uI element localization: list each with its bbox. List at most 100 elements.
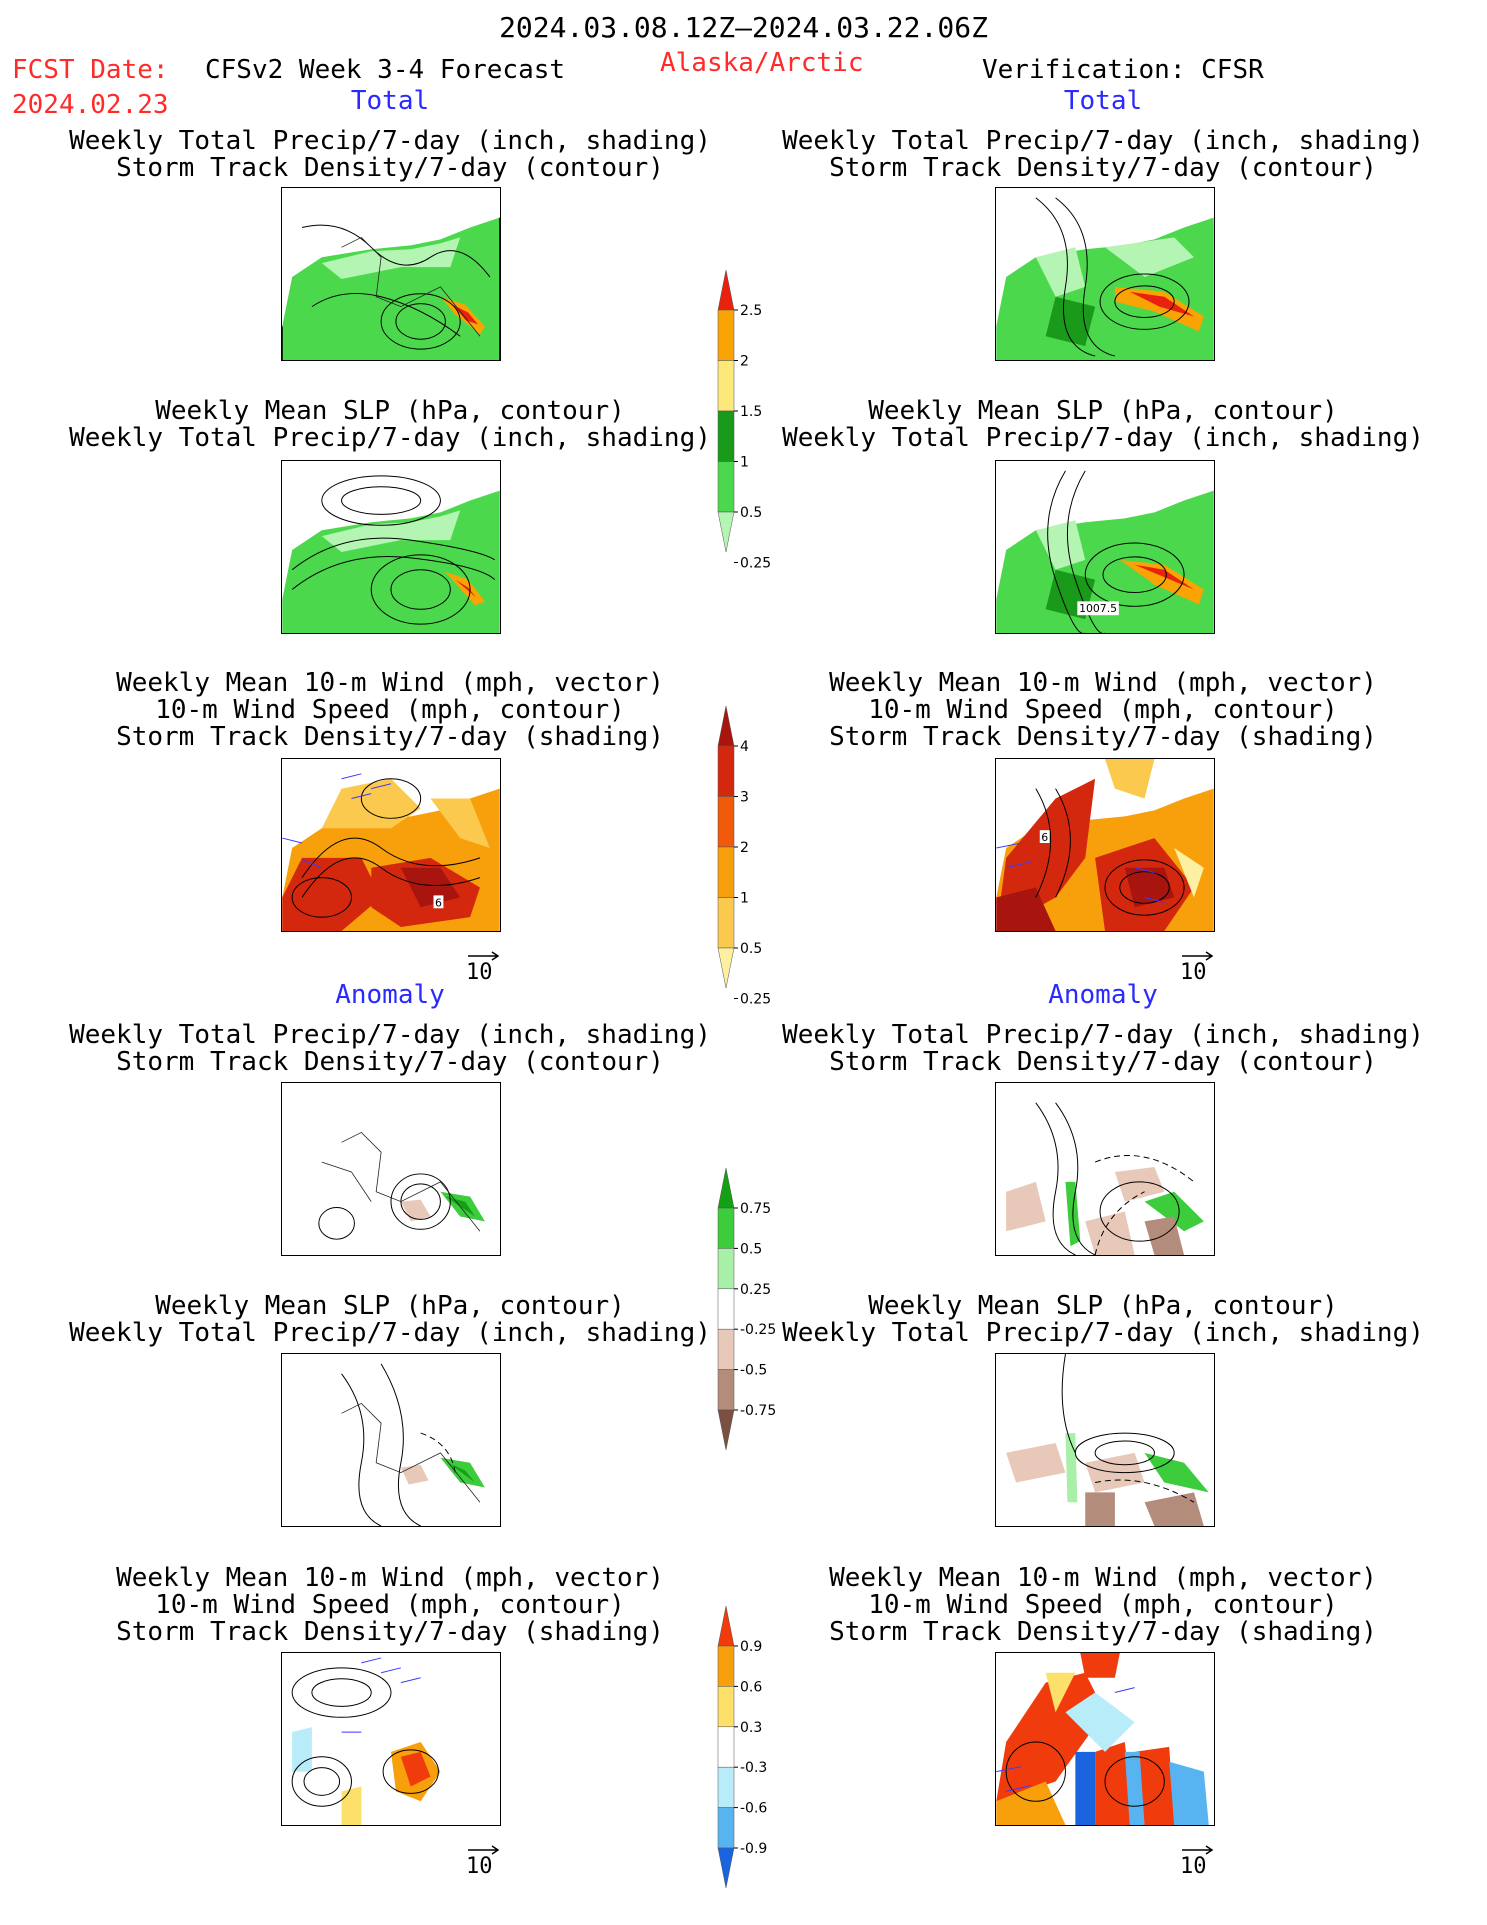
colorbar-segment: [717, 360, 735, 412]
colorbar-precip-total: 2.5 2 1.5 1 0.5 0.25: [717, 269, 838, 572]
map-ver-total-wind: 6: [995, 758, 1215, 932]
panel-title-fcst-total-precip: Weekly Total Precip/7-day (inch, shading…: [69, 126, 711, 183]
map-graphic: 6: [282, 773, 500, 931]
colorbar-tick-label: 3: [740, 790, 749, 806]
colorbar-tick-label: 1: [740, 891, 749, 907]
colorbar-tick-label: 0.9: [740, 1639, 762, 1655]
colorbar-segment: [717, 1645, 735, 1687]
colorbar-segment: [717, 511, 735, 553]
panel-title-fcst-anom-precip: Weekly Total Precip/7-day (inch, shading…: [69, 1020, 711, 1077]
map-graphic: [341, 1363, 485, 1526]
fcst-date-value: 2024.02.23: [12, 90, 169, 120]
colorbar-segment: [717, 1726, 735, 1768]
map-ver-total-precip: [995, 187, 1215, 361]
colorbar-tick-label: 0.5: [740, 941, 762, 957]
colorbar-tick-label: 0.25: [740, 1282, 771, 1298]
map-graphic: [996, 1653, 1209, 1825]
vector-ref-ver-total: 10: [1180, 951, 1214, 985]
colorbar-tick-label: -0.25: [740, 1322, 776, 1338]
colorbar-segment: [717, 269, 735, 311]
map-graphic: [291, 1657, 441, 1825]
colorbar-segment: [717, 1288, 735, 1330]
panel-title-ver-anom-precip: Weekly Total Precip/7-day (inch, shading…: [782, 1020, 1424, 1077]
arrow-right-icon: [468, 1845, 500, 1855]
panel-title-ver-anom-slp: Weekly Mean SLP (hPa, contour) Weekly To…: [782, 1291, 1424, 1348]
map-graphic: [318, 1131, 485, 1240]
map-ver-total-slp: 1007.5: [995, 460, 1215, 634]
colorbar-graphic: 0.9 0.6 0.3 -0.3 -0.6 -0.9: [717, 1605, 767, 1889]
vector-ref-label: 10: [1180, 960, 1207, 985]
panel-title-ver-total-slp: Weekly Mean SLP (hPa, contour) Weekly To…: [782, 396, 1424, 453]
fcst-date-label: FCST Date:: [12, 55, 169, 85]
colorbar-segment: [717, 309, 735, 361]
wind-contour-label: 6: [1041, 831, 1048, 844]
section-total-right: Total: [1063, 86, 1143, 116]
colorbar-tick-label: -0.3: [740, 1760, 767, 1776]
colorbar-storm-total: 4 3 2 1 0.5 0.25: [717, 705, 838, 1008]
section-anomaly-left: Anomaly: [335, 980, 445, 1010]
colorbar-tick-label: -0.6: [740, 1801, 767, 1817]
colorbar-graphic: 2.5 2 1.5 1 0.5 0.25: [717, 269, 771, 572]
vector-ref-label: 10: [466, 1854, 493, 1879]
colorbar-tick-label: 2: [740, 354, 749, 370]
colorbar-graphic: 4 3 2 1 0.5 0.25: [717, 705, 771, 1008]
map-graphic: 6: [996, 759, 1214, 931]
map-ver-anom-precip: [995, 1082, 1215, 1256]
arrow-right-icon: [1182, 951, 1214, 961]
colorbar-tick-label: 4: [740, 739, 749, 755]
map-ver-anom-slp: [995, 1353, 1215, 1527]
colorbar-segment: [717, 1766, 735, 1808]
vector-ref-fcst-anom: 10: [466, 1845, 500, 1879]
colorbar-segment: [717, 745, 735, 797]
colorbar-segment: [717, 1847, 735, 1889]
map-graphic: [1006, 1354, 1209, 1526]
map-fcst-total-precip: [281, 187, 501, 361]
panel-title-ver-anom-wind: Weekly Mean 10-m Wind (mph, vector) 10-m…: [829, 1563, 1377, 1647]
vector-ref-fcst-total: 10: [466, 951, 500, 985]
section-anomaly-right: Anomaly: [1048, 980, 1158, 1010]
panel-title-fcst-anom-slp: Weekly Mean SLP (hPa, contour) Weekly To…: [69, 1291, 711, 1348]
colorbar-segment: [717, 461, 735, 513]
colorbar-graphic: 0.75 0.5 0.25 -0.25 -0.5 -0.75: [717, 1167, 776, 1451]
map-graphic: 1007.5: [996, 470, 1214, 633]
colorbar-tick-label: 0.25: [740, 992, 771, 1008]
colorbar-segment: [717, 1409, 735, 1451]
wind-contour-label: 6: [435, 896, 442, 909]
vector-ref-label: 10: [466, 960, 493, 985]
colorbar-segment: [717, 1807, 735, 1849]
panel-title-fcst-anom-wind: Weekly Mean 10-m Wind (mph, vector) 10-m…: [116, 1563, 664, 1647]
map-graphic: [996, 197, 1214, 360]
colorbar-tick-label: 2.5: [740, 303, 762, 319]
map-fcst-anom-wind: [281, 1652, 501, 1826]
colorbar-segment: [717, 897, 735, 949]
colorbar-segment: [717, 796, 735, 848]
slp-contour-label: 1007.5: [1079, 602, 1117, 615]
colorbar-segment: [717, 705, 735, 747]
map-ver-anom-wind: [995, 1652, 1215, 1826]
map-graphic: [1006, 1102, 1204, 1255]
panel-title-fcst-total-slp: Weekly Mean SLP (hPa, contour) Weekly To…: [69, 396, 711, 453]
colorbar-tick-label: 0.5: [740, 1241, 762, 1257]
colorbar-tick-label: 2: [740, 840, 749, 856]
colorbar-tick-label: -0.5: [740, 1363, 767, 1379]
colorbar-tick-label: 0.6: [740, 1679, 762, 1695]
arrow-right-icon: [468, 951, 500, 961]
colorbar-tick-label: 0.75: [740, 1201, 771, 1217]
panel-title-ver-total-wind: Weekly Mean 10-m Wind (mph, vector) 10-m…: [829, 668, 1377, 752]
colorbar-tick-label: 0.3: [740, 1720, 762, 1736]
section-total-left: Total: [350, 86, 430, 116]
map-fcst-total-slp: [281, 460, 501, 634]
colorbar-segment: [717, 1369, 735, 1411]
date-range-title: 2024.03.08.12Z—2024.03.22.06Z: [499, 11, 988, 44]
colorbar-tick-label: 1.5: [740, 404, 762, 420]
colorbar-segment: [717, 947, 735, 989]
colorbar-segment: [717, 1686, 735, 1728]
arrow-right-icon: [1182, 1845, 1214, 1855]
colorbar-tick-label: 0.5: [740, 505, 762, 521]
forecast-title: CFSv2 Week 3-4 Forecast: [205, 55, 566, 85]
colorbar-segment: [717, 1167, 735, 1209]
map-graphic: [282, 475, 500, 633]
colorbar-segment: [717, 846, 735, 898]
colorbar-tick-label: 0.25: [740, 556, 771, 572]
region-title: Alaska/Arctic: [660, 48, 864, 78]
